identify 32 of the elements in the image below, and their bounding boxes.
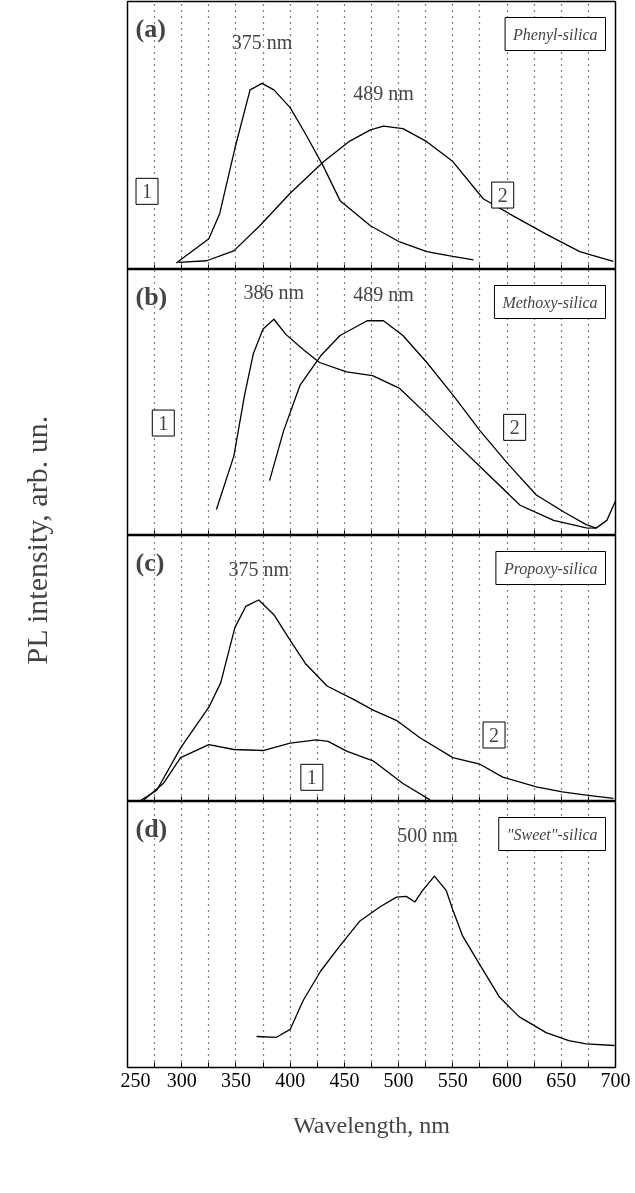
annotation: 489 nm: [353, 82, 415, 105]
text: 1: [142, 180, 153, 203]
annotation: 375 nm: [231, 31, 293, 54]
text: 500 nm: [397, 823, 459, 846]
series-label: 2: [489, 724, 500, 746]
series-label: 1: [306, 766, 317, 789]
x-axis-title: Wavelength, nm: [293, 1111, 451, 1138]
chart-subtitle: Propoxy-silica: [502, 559, 598, 578]
annotation: 375 nm: [228, 557, 290, 580]
chart-title: (d): [135, 813, 168, 843]
chart-title: (b): [135, 281, 168, 311]
x-tick-label: 450: [329, 1068, 360, 1091]
text: 1: [158, 412, 169, 435]
annotation: 489 nm: [353, 282, 415, 305]
x-tick-label: 400: [275, 1068, 306, 1091]
chart-subtitle: Methoxy-silica: [501, 293, 598, 312]
x-tick-label: 350: [220, 1068, 251, 1091]
x-tick-label: 650: [546, 1068, 577, 1091]
y-axis-title: PL intensity, arb. un.: [20, 415, 53, 665]
chart-subtitle: "Sweet"-silica: [506, 825, 598, 843]
x-tick-label: 300: [166, 1068, 197, 1091]
series-label: 2: [509, 416, 520, 439]
x-tick-label: 700: [600, 1068, 631, 1091]
chart-subtitle: Phenyl-silica: [512, 25, 598, 44]
chart-title: (a): [135, 13, 166, 43]
x-tick-label: 500: [383, 1068, 414, 1091]
x-tick-label: 600: [492, 1068, 523, 1091]
annotation: 386 nm: [243, 281, 305, 304]
x-tick-label: 550: [437, 1068, 468, 1091]
x-tick-label: 250: [120, 1068, 151, 1091]
series-label: 2: [497, 184, 508, 207]
chart-title: (c): [135, 547, 165, 577]
